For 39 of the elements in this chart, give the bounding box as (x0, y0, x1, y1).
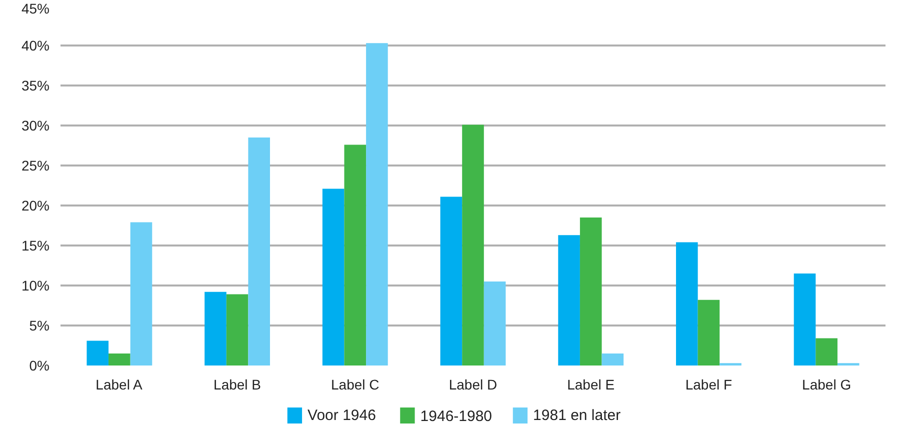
bar (816, 338, 838, 366)
bar (130, 222, 152, 366)
x-tick-label: Label A (96, 376, 144, 392)
x-tick-label: Label G (802, 376, 852, 392)
y-tick-label: 40% (21, 38, 50, 54)
y-tick-label: 5% (29, 318, 50, 334)
y-tick-label: 25% (21, 158, 50, 174)
bar (558, 235, 580, 366)
bar (462, 124, 484, 366)
legend-label: Voor 1946 (308, 407, 376, 424)
y-tick-label: 45% (21, 0, 50, 16)
bar (676, 242, 698, 366)
bar (226, 294, 248, 366)
bar (484, 282, 506, 366)
y-tick-label: 15% (21, 238, 50, 254)
y-tick-label: 20% (21, 198, 50, 214)
y-tick-label: 10% (21, 278, 50, 294)
y-tick-label: 35% (21, 78, 50, 94)
bar (580, 218, 602, 366)
x-tick-label: Label F (685, 376, 732, 392)
bar (204, 292, 226, 366)
bar (794, 274, 816, 366)
bar (86, 340, 109, 366)
x-tick-label: Label D (448, 376, 498, 392)
x-tick-label: Label B (214, 376, 262, 392)
bar (322, 188, 344, 366)
bar (698, 300, 720, 366)
bar (440, 196, 462, 366)
legend-label: 1946-1980 (420, 408, 492, 425)
bar (108, 354, 130, 366)
x-tick-label: Label E (567, 376, 615, 392)
bar (344, 144, 366, 366)
y-tick-label: 30% (21, 118, 50, 134)
bar (602, 354, 624, 366)
y-tick-label: 0% (29, 358, 50, 374)
bar (366, 43, 388, 366)
x-tick-label: Label C (331, 376, 380, 392)
legend-label: 1981 en later (533, 407, 621, 424)
bar (248, 138, 270, 366)
